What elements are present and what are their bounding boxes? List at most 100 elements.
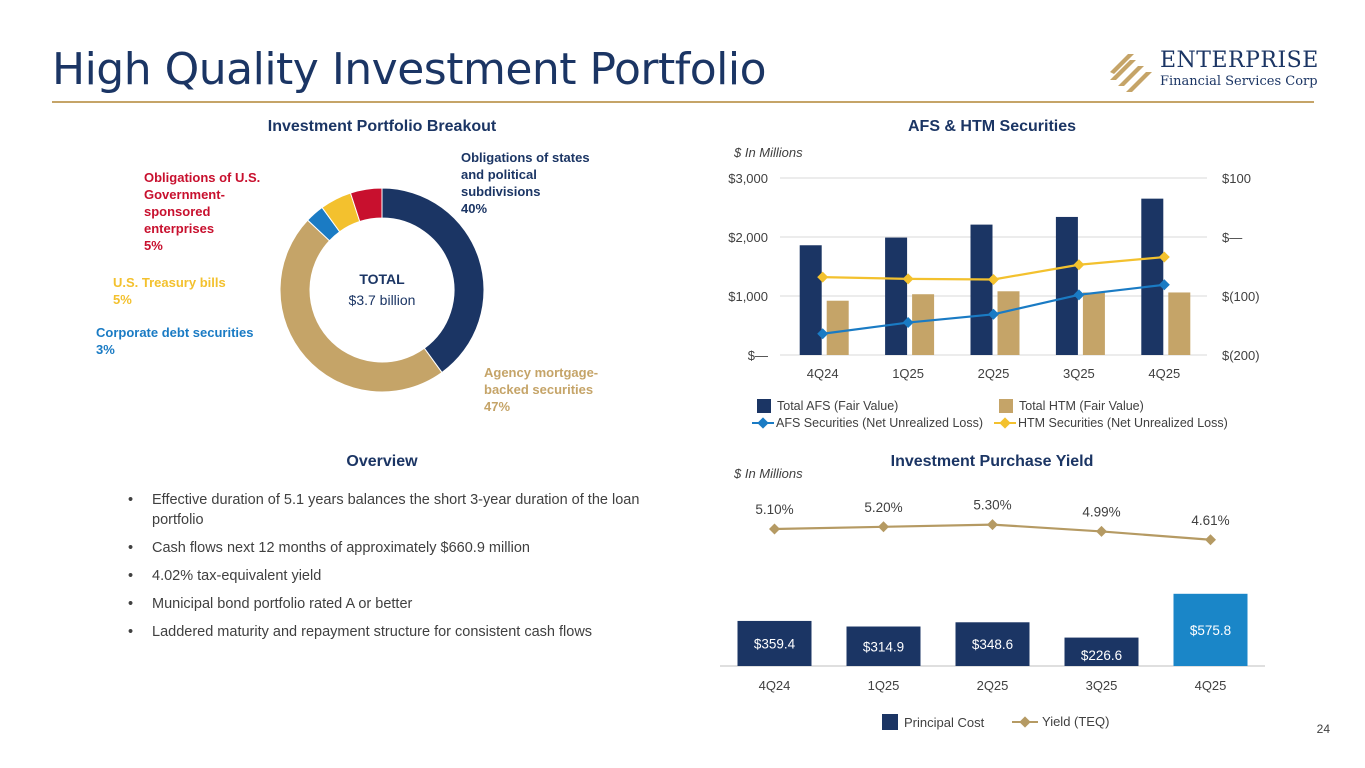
afs-x-tick-label: 4Q25 [1148,366,1180,381]
overview-bullet: Cash flows next 12 months of approximate… [112,538,672,558]
htm-bar [912,294,935,355]
afs-bar [970,224,993,355]
donut-slice [349,187,383,223]
yield-series-line [774,523,1211,541]
principal-value-label: $359.4 [754,636,796,651]
yield-value-label: 4.99% [1082,504,1120,519]
yield-x-tick-label: 4Q25 [1195,678,1227,693]
principal-bar [737,620,812,666]
logo-mark-icon [1110,54,1152,92]
donut-slice [306,206,341,242]
principal-bar [1173,593,1248,666]
slice-label-states: Obligations of states and political subd… [461,149,601,217]
htm-bar [1168,292,1191,355]
principal-bar [955,622,1030,666]
yield-x-tick-label: 3Q25 [1086,678,1118,693]
loss-point [1158,251,1170,263]
legend-item-htm-loss: HTM Securities (Net Unrealized Loss) [994,416,1228,430]
slice-label-text: Obligations of states and political subd… [461,150,590,199]
overview-bullet: 4.02% tax-equivalent yield [112,566,672,586]
htm-bar [1082,292,1105,355]
loss-series-line [822,255,1165,281]
slice-label-text: Agency mortgage-backed securities [484,365,599,397]
slice-label-agency-mbs: Agency mortgage-backed securities 47% [484,364,614,415]
afs-bar [1141,198,1164,355]
afs-x-tick-label: 4Q24 [807,366,839,381]
yield-unit-note: $ In Millions [734,466,803,481]
afs-x-tick-label: 2Q25 [978,366,1010,381]
legend-swatch [757,399,771,413]
yield-x-tick-label: 1Q25 [868,678,900,693]
afs-y2-tick-label: $(100) [1222,289,1260,304]
afs-unit-note: $ In Millions [734,145,803,160]
slice-label-text: Obligations of U.S. Government-sponsored… [144,170,261,236]
slice-label-pct: 47% [484,399,511,414]
yield-point [769,523,780,535]
slice-label-pct: 3% [96,342,115,357]
afs-x-tick-label: 3Q25 [1063,366,1095,381]
legend-label: Total HTM (Fair Value) [1019,399,1144,413]
legend-line-swatch [994,417,1016,429]
afs-bar [885,237,908,355]
legend-label: Principal Cost [904,714,985,730]
legend-item-htm-fair: Total HTM (Fair Value) [999,399,1144,413]
overview-bullet: Effective duration of 5.1 years balances… [112,490,672,530]
logo-subtitle: Financial Services Corp [1160,74,1318,89]
principal-value-label: $314.9 [863,639,904,654]
slice-label-pct: 5% [113,292,132,307]
loss-point [817,328,829,340]
slice-label-treasury-bills: U.S. Treasury bills 5% [113,274,263,308]
legend-line-swatch [1012,715,1038,728]
yield-value-label: 4.61% [1191,513,1229,528]
legend-label: AFS Securities (Net Unrealized Loss) [776,416,984,430]
overview-bullet: Laddered maturity and repayment structur… [112,622,672,642]
page-number: 24 [1316,722,1330,736]
loss-point [817,271,829,283]
loss-point [1073,259,1085,271]
principal-bar [1064,637,1139,666]
htm-bar [997,291,1020,355]
loss-point [902,273,914,285]
principal-value-label: $575.8 [1190,623,1231,638]
afs-x-tick-label: 1Q25 [892,366,924,381]
legend-label: Total AFS (Fair Value) [777,399,899,413]
yield-title: Investment Purchase Yield [890,453,1094,470]
slice-label-text: Corporate debt securities [96,325,254,340]
yield-point [1096,525,1107,537]
overview-bullet: Municipal bond portfolio rated A or bett… [112,594,672,614]
breakout-title: Investment Portfolio Breakout [267,118,497,135]
afs-y-tick-label: $— [748,348,768,363]
legend-label: HTM Securities (Net Unrealized Loss) [1018,416,1228,430]
afs-htm-title: AFS & HTM Securities [907,118,1077,135]
legend-item-principal: Principal Cost [882,714,984,730]
loss-point [1158,279,1170,291]
donut-center-value: $3.7 billion [348,292,416,308]
loss-point [988,308,999,320]
overview-list: Effective duration of 5.1 years balances… [112,490,672,650]
overview-title: Overview [346,453,418,470]
legend-swatch [882,714,898,730]
title-divider [52,101,1314,103]
afs-y-tick-label: $2,000 [728,230,768,245]
principal-value-label: $226.6 [1081,648,1122,663]
afs-bar [1055,216,1078,355]
slice-label-pct: 5% [144,238,163,253]
htm-bar [826,300,849,355]
yield-value-label: 5.10% [755,502,793,517]
loss-series-line [822,283,1165,335]
yield-x-tick-label: 2Q25 [977,678,1009,693]
yield-x-tick-label: 4Q24 [759,678,791,693]
yield-point [987,519,998,531]
yield-value-label: 5.20% [864,500,902,515]
loss-point [1073,289,1085,301]
donut-slice [321,192,361,233]
legend-label: Yield (TEQ) [1042,714,1110,729]
slice-label-pct: 40% [461,201,488,216]
page-title: High Quality Investment Portfolio [52,44,767,95]
slice-label-text: U.S. Treasury bills [113,275,226,290]
legend-item-yield: Yield (TEQ) [1012,714,1109,729]
principal-value-label: $348.6 [972,637,1013,652]
legend-swatch [999,399,1013,413]
company-logo: ENTERPRISE Financial Services Corp [1108,48,1318,96]
